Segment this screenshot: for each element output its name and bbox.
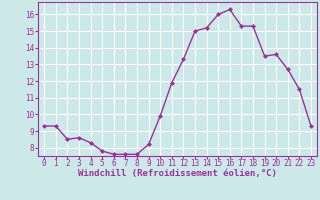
- X-axis label: Windchill (Refroidissement éolien,°C): Windchill (Refroidissement éolien,°C): [78, 169, 277, 178]
